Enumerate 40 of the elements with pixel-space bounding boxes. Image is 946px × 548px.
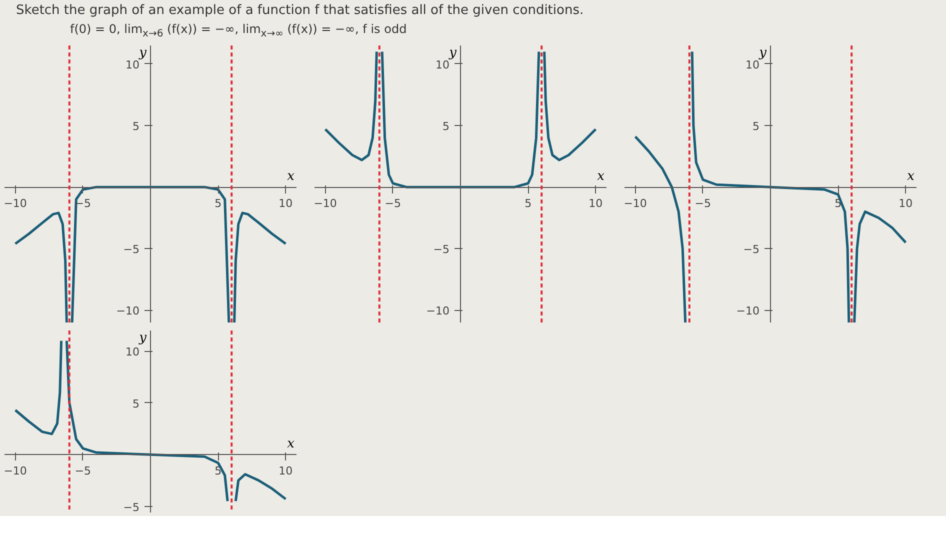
- x-tick-label: −10: [4, 197, 27, 210]
- x-axis-title: x: [287, 169, 296, 184]
- y-axis-title: y: [138, 46, 148, 61]
- x-tick-label: 10: [588, 197, 603, 210]
- y-axis-title: y: [758, 46, 768, 61]
- x-tick-label: 5: [524, 197, 532, 210]
- y-tick-label: −5: [433, 243, 450, 256]
- x-tick-label: −5: [384, 197, 402, 210]
- y-tick-label: 5: [752, 120, 760, 134]
- y-tick-label: 10: [746, 58, 760, 72]
- y-axis-title: y: [138, 330, 148, 346]
- x-tick-label: −10: [314, 197, 337, 210]
- x-tick-label: 10: [278, 464, 293, 478]
- y-tick-label: 5: [442, 120, 450, 134]
- x-axis-title: x: [907, 169, 916, 184]
- y-tick-label: −10: [736, 304, 760, 318]
- y-tick-label: 10: [126, 346, 140, 359]
- x-tick-label: −10: [4, 464, 27, 478]
- x-tick-label: 5: [214, 464, 222, 478]
- y-tick-label: 10: [436, 58, 450, 72]
- y-tick-label: 10: [126, 58, 140, 72]
- y-tick-label: −5: [123, 501, 140, 514]
- y-tick-label: 5: [132, 120, 140, 134]
- x-tick-label: −5: [694, 197, 712, 210]
- y-tick-label: −10: [426, 304, 450, 318]
- x-tick-label: 5: [834, 197, 842, 210]
- y-tick-label: −10: [116, 304, 140, 318]
- x-tick-label: 10: [898, 197, 913, 210]
- y-axis-title: y: [448, 46, 458, 61]
- x-tick-label: 5: [214, 197, 222, 210]
- chart-subtitle: f(0) = 0, lim$_{x→6}$ (f(x)) = −∞, lim$_{x→∞}$ (f(x)) = −∞, f is odd: [70, 20, 407, 41]
- y-tick-label: −5: [743, 243, 760, 256]
- x-axis-title: x: [287, 436, 296, 452]
- x-tick-label: 10: [278, 197, 293, 210]
- x-tick-label: −5: [74, 464, 92, 478]
- x-tick-label: −10: [624, 197, 647, 210]
- chart-title: Sketch the graph of an example of a function f that satisfies all of the given conditions.: [16, 2, 584, 20]
- x-axis-title: x: [597, 169, 606, 184]
- y-tick-label: 5: [132, 398, 140, 411]
- y-tick-label: −5: [123, 243, 140, 256]
